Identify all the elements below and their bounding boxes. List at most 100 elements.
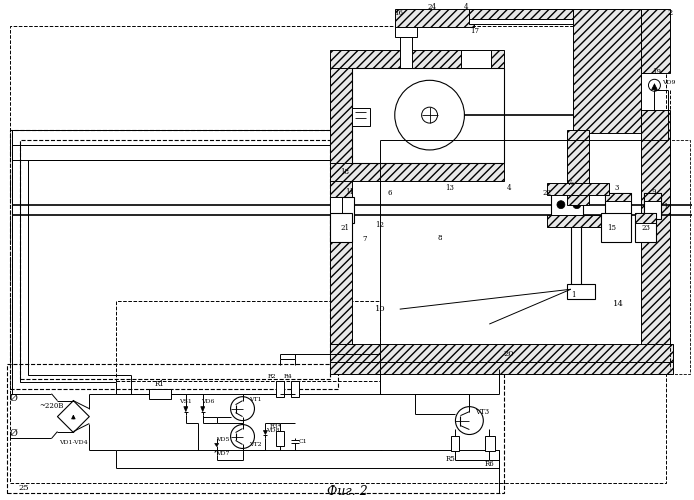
Text: 13: 13: [445, 184, 454, 192]
Circle shape: [230, 396, 255, 420]
Text: 1: 1: [663, 202, 668, 210]
Text: VD5: VD5: [216, 437, 230, 442]
Bar: [395, 18, 416, 36]
Circle shape: [557, 200, 565, 208]
Text: Ø: Ø: [10, 429, 17, 438]
Circle shape: [230, 424, 255, 448]
Text: 9: 9: [651, 188, 656, 196]
Bar: [116, 301, 380, 381]
Bar: [567, 130, 589, 204]
Text: 7: 7: [363, 236, 367, 244]
Text: Ø: Ø: [10, 394, 17, 403]
Text: VT3: VT3: [475, 408, 489, 416]
Text: R4: R4: [284, 374, 293, 380]
Bar: [469, 8, 573, 18]
Bar: [551, 190, 583, 220]
Text: 18: 18: [341, 168, 350, 176]
Bar: [601, 212, 631, 242]
Text: 19: 19: [652, 68, 661, 76]
Bar: [330, 344, 673, 362]
Text: 3: 3: [614, 184, 619, 192]
Text: 24: 24: [427, 2, 436, 10]
Text: VT2: VT2: [249, 442, 262, 447]
Circle shape: [648, 80, 661, 91]
Bar: [670, 140, 691, 374]
Polygon shape: [264, 430, 267, 434]
Text: 14: 14: [613, 300, 624, 308]
Polygon shape: [184, 406, 188, 412]
Bar: [330, 362, 673, 374]
Circle shape: [573, 200, 581, 208]
Bar: [149, 388, 171, 398]
Text: C1: C1: [299, 439, 307, 444]
Bar: [469, 8, 573, 24]
Text: Фиг. 2: Фиг. 2: [327, 484, 367, 498]
Bar: [330, 50, 505, 68]
Text: 17: 17: [470, 26, 479, 34]
Text: R5: R5: [446, 456, 455, 464]
Circle shape: [455, 406, 483, 434]
Text: 2: 2: [668, 8, 673, 16]
Polygon shape: [214, 444, 219, 446]
Text: VT1: VT1: [249, 397, 262, 402]
Bar: [7, 364, 505, 493]
Bar: [330, 196, 342, 222]
Circle shape: [422, 107, 437, 123]
Text: 16: 16: [394, 8, 403, 16]
Polygon shape: [201, 406, 205, 412]
Bar: [330, 212, 352, 242]
Bar: [452, 436, 459, 452]
Text: R6: R6: [484, 460, 494, 468]
Text: R3*: R3*: [269, 424, 281, 429]
Text: 4: 4: [464, 2, 468, 10]
Text: VD7: VD7: [216, 451, 230, 456]
Bar: [573, 8, 641, 133]
Bar: [643, 192, 661, 218]
Text: VD6: VD6: [201, 399, 214, 404]
Bar: [641, 110, 670, 369]
Text: 23: 23: [641, 224, 650, 232]
Bar: [276, 430, 285, 446]
Bar: [400, 30, 412, 68]
Text: 4: 4: [507, 184, 511, 192]
Bar: [10, 130, 338, 388]
Text: 1: 1: [572, 291, 576, 299]
Text: 6: 6: [387, 188, 392, 196]
Text: VD1-VD4: VD1-VD4: [59, 440, 87, 445]
Text: 12: 12: [375, 220, 384, 228]
Text: VS1: VS1: [179, 399, 192, 404]
Bar: [641, 8, 670, 74]
Bar: [557, 185, 577, 224]
Bar: [330, 163, 505, 181]
Bar: [634, 212, 657, 222]
Bar: [340, 196, 354, 222]
Bar: [547, 214, 609, 226]
Bar: [643, 192, 661, 200]
Text: 15: 15: [607, 224, 616, 232]
Text: ~220В: ~220В: [40, 402, 64, 409]
Bar: [276, 381, 285, 396]
Bar: [330, 60, 352, 214]
Text: 21: 21: [341, 224, 350, 232]
Text: 11: 11: [346, 188, 355, 196]
Bar: [604, 192, 631, 200]
Bar: [395, 8, 475, 26]
Text: 8: 8: [437, 234, 442, 241]
Circle shape: [395, 80, 464, 150]
Bar: [567, 284, 595, 299]
Text: 10: 10: [375, 305, 385, 313]
Text: VD8: VD8: [266, 428, 279, 433]
Text: V₂: V₂: [566, 179, 574, 187]
Bar: [604, 192, 631, 218]
Text: R2: R2: [268, 374, 277, 380]
Text: 22: 22: [543, 188, 552, 196]
Bar: [330, 200, 352, 364]
Bar: [19, 140, 330, 379]
Bar: [547, 183, 609, 194]
Bar: [485, 436, 496, 452]
Bar: [462, 50, 491, 68]
Bar: [352, 68, 505, 163]
Text: 25: 25: [18, 484, 29, 492]
Text: 20: 20: [504, 350, 514, 358]
Bar: [634, 212, 657, 242]
